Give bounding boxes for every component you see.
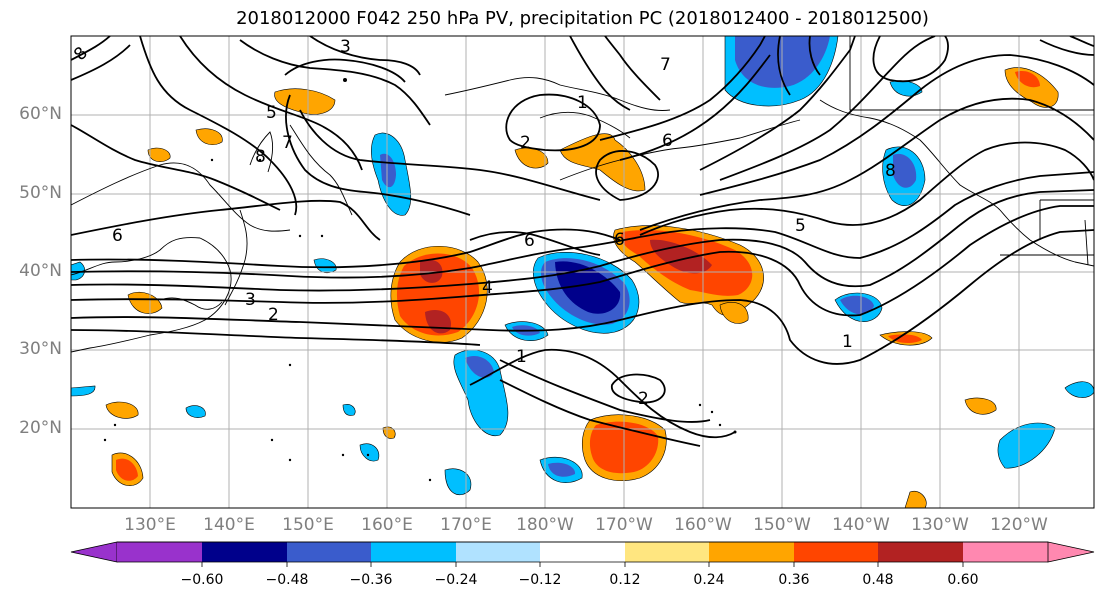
colorbar-tick-label: 0.48	[862, 572, 894, 588]
precip-negative-region	[185, 405, 206, 418]
lat-label: 50°N	[19, 183, 62, 203]
contour-label: 1	[577, 93, 588, 113]
precip-negative-region	[444, 468, 472, 495]
colorbar-segment	[117, 542, 202, 562]
map-frame	[70, 35, 1095, 509]
lat-label: 60°N	[19, 104, 62, 124]
lon-label: 120°W	[990, 515, 1048, 535]
precip-positive-region	[116, 458, 138, 481]
precip-negative-region	[840, 295, 874, 315]
precip-negative-region	[555, 261, 621, 314]
map-title: 2018012000 F042 250 hPa PV, precipitatio…	[236, 8, 929, 29]
map-gridlines	[71, 36, 1094, 508]
contour-label: 8	[255, 147, 266, 167]
precip-negative-region	[465, 355, 494, 378]
colorbar-tick-label: 0.36	[778, 572, 810, 588]
contour-label: 2	[268, 305, 279, 325]
precipitation-anomaly-layer	[71, 36, 1094, 508]
precip-positive-region	[127, 291, 163, 314]
lon-label: 140°E	[203, 515, 255, 535]
colorbar-segment	[963, 542, 1048, 562]
lon-label: 170°E	[440, 515, 492, 535]
lon-label: 170°W	[595, 515, 653, 535]
precip-positive-region	[964, 397, 997, 415]
colorbar-segment	[709, 542, 794, 562]
lon-label: 150°W	[753, 515, 811, 535]
colorbar-tick-label: −0.48	[265, 572, 309, 588]
islands	[103, 78, 737, 482]
lon-label: 180°W	[516, 515, 574, 535]
precip-positive-region	[382, 426, 396, 439]
contour-label: 5	[266, 103, 277, 123]
precip-positive-region	[719, 301, 749, 324]
precip-positive-region	[1015, 70, 1040, 88]
precip-negative-region	[342, 404, 356, 416]
lon-label: 130°E	[124, 515, 176, 535]
lat-label: 40°N	[19, 261, 62, 281]
colorbar-max-extension	[1047, 541, 1095, 563]
colorbar-segment	[287, 542, 371, 562]
lon-label: 140°W	[832, 515, 890, 535]
colorbar-tick-label: −0.12	[518, 572, 562, 588]
precip-positive-region	[420, 259, 443, 283]
lat-label: 20°N	[19, 418, 62, 438]
contour-label: 2	[638, 389, 649, 409]
colorbar-tick-label: 0.60	[947, 572, 979, 588]
precip-negative-region	[1064, 381, 1094, 398]
colorbar-segment	[371, 542, 456, 562]
precip-positive-region	[195, 128, 223, 145]
precip-negative-region	[997, 422, 1056, 469]
colorbar-segment	[878, 542, 963, 562]
contour-label: 7	[282, 133, 293, 153]
contour-label: 7	[660, 55, 671, 75]
colorbar-segment	[202, 542, 287, 562]
colorbar-tick-label: −0.24	[434, 572, 478, 588]
contour-label: 3	[245, 290, 256, 310]
precip-positive-region	[147, 147, 171, 163]
colorbar-segment	[456, 542, 540, 562]
contour-label: 2	[520, 133, 531, 153]
precip-positive-region	[904, 490, 927, 508]
lon-label: 150°E	[282, 515, 334, 535]
pv-contours	[71, 36, 1094, 447]
colorbar-segment	[794, 542, 878, 562]
precip-positive-region	[888, 334, 922, 344]
colorbar-min-extension	[70, 541, 118, 563]
colorbar-segment	[625, 542, 709, 562]
colorbar-tick-label: −0.36	[349, 572, 393, 588]
colorbar-segment	[540, 542, 625, 562]
contour-label: 6	[524, 231, 535, 251]
precip-negative-region	[359, 443, 380, 462]
precip-negative-region	[548, 462, 576, 477]
lon-label: 130°W	[911, 515, 969, 535]
colorbar	[70, 541, 1095, 567]
contour-label: 5	[795, 216, 806, 236]
precip-positive-region	[105, 401, 139, 419]
contour-label: 4	[482, 278, 493, 298]
contour-label: 1	[516, 347, 527, 367]
lat-label: 30°N	[19, 339, 62, 359]
contour-label: 3	[340, 37, 351, 57]
lon-label: 160°E	[361, 515, 413, 535]
lon-label: 160°W	[674, 515, 732, 535]
colorbar-tick-label: 0.12	[609, 572, 641, 588]
colorbar-tick-label: 0.24	[693, 572, 725, 588]
contour-label: 6	[614, 230, 625, 250]
coastlines	[71, 36, 1094, 353]
precip-negative-region	[313, 258, 337, 273]
colorbar-tick-label: −0.60	[180, 572, 224, 588]
precip-negative-region	[893, 153, 917, 188]
contour-label: 1	[842, 332, 853, 352]
contour-label: 6	[662, 131, 673, 151]
contour-label: 8	[885, 161, 896, 181]
contour-label: 6	[112, 226, 123, 246]
